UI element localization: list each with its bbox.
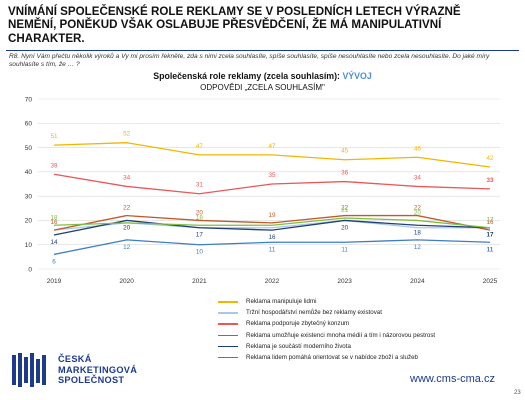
series-line-3 (53, 214, 491, 231)
legend-item: Reklama manipuluje lidmi (218, 296, 438, 307)
legend-label: Reklama podporuje zbytečný konzum (246, 320, 350, 328)
x-tick-label: 2020 (119, 278, 134, 285)
x-tick-label: 2019 (47, 278, 62, 285)
data-label: 39 (50, 162, 58, 169)
data-label: 52 (123, 131, 131, 138)
legend-item: Reklama umožňuje existenci mnoha médií a… (218, 330, 438, 341)
data-label: 21 (341, 207, 349, 214)
y-tick-label: 70 (25, 96, 33, 103)
y-tick-label: 0 (28, 266, 32, 273)
legend-swatch (218, 301, 238, 303)
data-label: 17 (486, 232, 494, 239)
x-tick-label: 2021 (192, 278, 207, 285)
data-label: 34 (414, 174, 422, 181)
data-label: 34 (123, 174, 131, 181)
series-line-6 (53, 217, 491, 229)
chart-title-accent: VÝVOJ (342, 71, 372, 81)
cms-logo-mark-icon (12, 353, 46, 387)
legend-swatch (218, 312, 238, 314)
chart-title: Společenská role reklamy (zcela souhlasí… (0, 71, 525, 81)
series-line-0 (53, 142, 491, 168)
y-tick-label: 20 (25, 218, 33, 225)
data-label: 17 (486, 217, 494, 224)
data-label: 47 (196, 143, 204, 150)
cms-logo: ČESKÁ MARKETINGOVÁ SPOLEČNOST (12, 353, 172, 387)
data-label: 14 (50, 239, 58, 246)
y-tick-label: 10 (25, 242, 33, 249)
series-line-5 (53, 239, 491, 256)
data-label: 35 (268, 172, 276, 179)
legend-swatch (218, 356, 238, 359)
legend-swatch (218, 323, 238, 325)
data-label: 22 (341, 205, 349, 212)
y-tick-label: 40 (25, 169, 33, 176)
header-divider (6, 50, 519, 51)
data-label: 19 (268, 212, 276, 219)
series-line-2 (53, 173, 491, 195)
data-label: 18 (50, 214, 58, 221)
legend-item: Tržní hospodářství nemůže bez reklamy ex… (218, 307, 438, 318)
legend-item: Reklama lidem pomáhá orientovat se v nab… (218, 352, 438, 363)
data-label: 20 (123, 224, 131, 231)
data-label: 17 (196, 232, 204, 239)
legend-label: Tržní hospodářství nemůže bez reklamy ex… (246, 309, 382, 317)
y-tick-label: 60 (25, 121, 33, 128)
data-label: 16 (268, 234, 276, 241)
legend-label: Reklama lidem pomáhá orientovat se v nab… (246, 353, 418, 361)
page-number: 23 (514, 390, 521, 396)
data-label: 33 (486, 177, 494, 184)
data-label: 22 (414, 205, 422, 212)
survey-question: R8. Nyní Vám přečtu několik výroků a Vy … (9, 53, 490, 69)
data-label: 20 (196, 209, 204, 216)
legend-swatch (218, 345, 238, 348)
logo-line-3: SPOLEČNOST (58, 375, 125, 386)
legend-item: Reklama je součástí moderního života (218, 341, 438, 352)
legend-label: Reklama umožňuje existenci mnoha médií a… (246, 331, 436, 339)
legend-item: Reklama podporuje zbytečný konzum (218, 318, 438, 329)
data-label: 11 (487, 246, 494, 253)
data-label: 46 (414, 145, 422, 152)
data-label: 16 (50, 219, 58, 226)
data-label: 51 (50, 133, 58, 140)
legend-label: Reklama manipuluje lidmi (246, 298, 317, 305)
headline: VNÍMÁNÍ SPOLEČENSKÉ ROLE REKLAMY SE V PO… (8, 5, 461, 45)
cms-logo-text: ČESKÁ MARKETINGOVÁ SPOLEČNOST (58, 354, 137, 386)
data-label: 45 (341, 148, 349, 155)
data-label: 11 (341, 246, 348, 253)
chart-legend: Reklama manipuluje lidmi Tržní hospodářst… (218, 296, 438, 363)
x-tick-label: 2024 (410, 278, 425, 285)
data-label: 16 (486, 219, 494, 226)
data-label: 20 (414, 209, 422, 216)
data-label: 22 (123, 205, 131, 212)
y-tick-label: 30 (25, 193, 33, 200)
data-label: 20 (341, 224, 349, 231)
data-label: 47 (268, 143, 276, 150)
data-label: 10 (196, 249, 204, 256)
data-label: 12 (414, 244, 422, 251)
legend-swatch (218, 334, 238, 337)
data-label: 36 (341, 170, 349, 177)
data-label: 42 (486, 155, 494, 162)
x-tick-label: 2022 (265, 278, 280, 285)
data-label: 18 (196, 214, 204, 221)
data-label: 18 (414, 229, 422, 236)
y-tick-label: 50 (25, 145, 33, 152)
logo-line-1: ČESKÁ (58, 354, 92, 364)
data-label: 6 (52, 258, 56, 265)
series-line-4 (53, 219, 491, 236)
data-label: 31 (196, 182, 204, 189)
x-tick-label: 2025 (483, 278, 498, 285)
x-tick-label: 2023 (337, 278, 352, 285)
legend-label: Reklama je součástí moderního života (246, 342, 351, 350)
chart-subtitle: ODPOVĚDI „ZCELA SOUHLASÍM" (200, 83, 325, 92)
data-label: 12 (123, 244, 131, 251)
logo-line-2: MARKETINGOVÁ (58, 364, 138, 375)
website-link[interactable]: www.cms-cma.cz (410, 373, 495, 385)
chart-title-main: Společenská role reklamy (zcela souhlasí… (153, 71, 340, 81)
data-label: 11 (269, 246, 276, 253)
